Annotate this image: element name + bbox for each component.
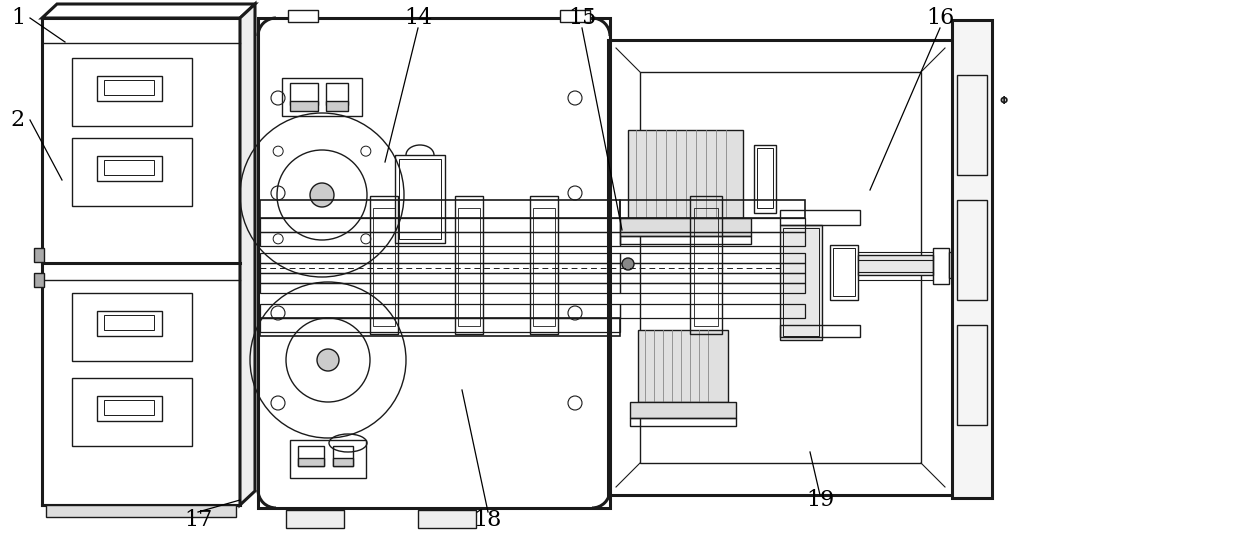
Bar: [281, 78, 362, 116]
Bar: [33, 273, 43, 287]
Bar: [370, 196, 398, 334]
Bar: [694, 208, 718, 326]
Bar: [689, 196, 722, 334]
Text: $\mathbf{\Phi}$: $\mathbf{\Phi}$: [999, 94, 1009, 106]
Bar: [932, 248, 949, 284]
Bar: [952, 20, 992, 498]
Bar: [260, 273, 620, 283]
Bar: [780, 325, 861, 337]
Bar: [290, 83, 317, 105]
Bar: [288, 10, 317, 22]
Text: 15: 15: [568, 7, 596, 29]
Bar: [258, 18, 610, 508]
Bar: [97, 311, 162, 336]
Bar: [72, 58, 192, 126]
Bar: [334, 458, 353, 466]
Bar: [949, 252, 980, 278]
Bar: [260, 318, 620, 332]
Text: 1: 1: [11, 7, 25, 29]
Bar: [630, 402, 737, 418]
Bar: [104, 400, 154, 415]
Bar: [458, 208, 480, 326]
Bar: [858, 252, 932, 260]
Polygon shape: [42, 4, 255, 18]
Bar: [756, 148, 773, 208]
Bar: [620, 263, 805, 273]
Bar: [104, 80, 154, 95]
Bar: [290, 440, 366, 478]
Bar: [620, 200, 805, 218]
Bar: [260, 263, 620, 273]
Bar: [373, 208, 396, 326]
Bar: [72, 378, 192, 446]
Polygon shape: [241, 4, 255, 505]
Bar: [620, 218, 751, 236]
Bar: [620, 232, 805, 246]
Circle shape: [310, 183, 334, 207]
Bar: [560, 10, 590, 22]
Bar: [754, 145, 776, 213]
Bar: [326, 101, 348, 111]
Bar: [97, 396, 162, 421]
Bar: [858, 255, 932, 275]
Bar: [260, 218, 620, 232]
Text: 14: 14: [404, 7, 432, 29]
Bar: [418, 510, 476, 528]
Bar: [780, 225, 822, 340]
Bar: [97, 76, 162, 101]
Bar: [298, 458, 324, 466]
Bar: [630, 418, 737, 426]
Bar: [620, 218, 805, 232]
Bar: [620, 253, 805, 263]
Bar: [858, 272, 932, 280]
Text: 2: 2: [11, 109, 25, 131]
Bar: [620, 283, 805, 293]
Text: 16: 16: [926, 7, 954, 29]
Bar: [298, 446, 324, 466]
Bar: [620, 273, 805, 283]
Bar: [830, 245, 858, 300]
Bar: [260, 232, 620, 246]
Bar: [42, 18, 241, 505]
Bar: [260, 200, 620, 218]
Bar: [326, 83, 348, 105]
Bar: [620, 304, 805, 318]
Bar: [780, 210, 861, 225]
Bar: [639, 330, 728, 402]
Bar: [260, 304, 620, 318]
Bar: [455, 196, 484, 334]
Bar: [627, 130, 743, 218]
Bar: [620, 236, 751, 244]
Bar: [260, 318, 620, 336]
Bar: [33, 248, 43, 262]
Text: 17: 17: [184, 509, 212, 531]
Circle shape: [317, 349, 339, 371]
Bar: [286, 510, 343, 528]
Bar: [396, 155, 445, 243]
Bar: [72, 138, 192, 206]
Bar: [957, 75, 987, 175]
Bar: [399, 159, 441, 239]
Bar: [957, 200, 987, 300]
Circle shape: [622, 258, 634, 270]
Bar: [104, 160, 154, 175]
Bar: [608, 40, 954, 495]
Bar: [46, 505, 236, 517]
Bar: [533, 208, 556, 326]
Bar: [782, 228, 818, 336]
Bar: [290, 101, 317, 111]
Bar: [529, 196, 558, 334]
Bar: [260, 283, 620, 293]
Bar: [104, 315, 154, 330]
Bar: [72, 293, 192, 361]
Bar: [957, 325, 987, 425]
Text: 18: 18: [474, 509, 502, 531]
Bar: [260, 253, 620, 263]
Bar: [833, 248, 856, 296]
Bar: [640, 72, 921, 463]
Bar: [97, 156, 162, 181]
Text: 19: 19: [806, 489, 835, 511]
Bar: [334, 446, 353, 466]
